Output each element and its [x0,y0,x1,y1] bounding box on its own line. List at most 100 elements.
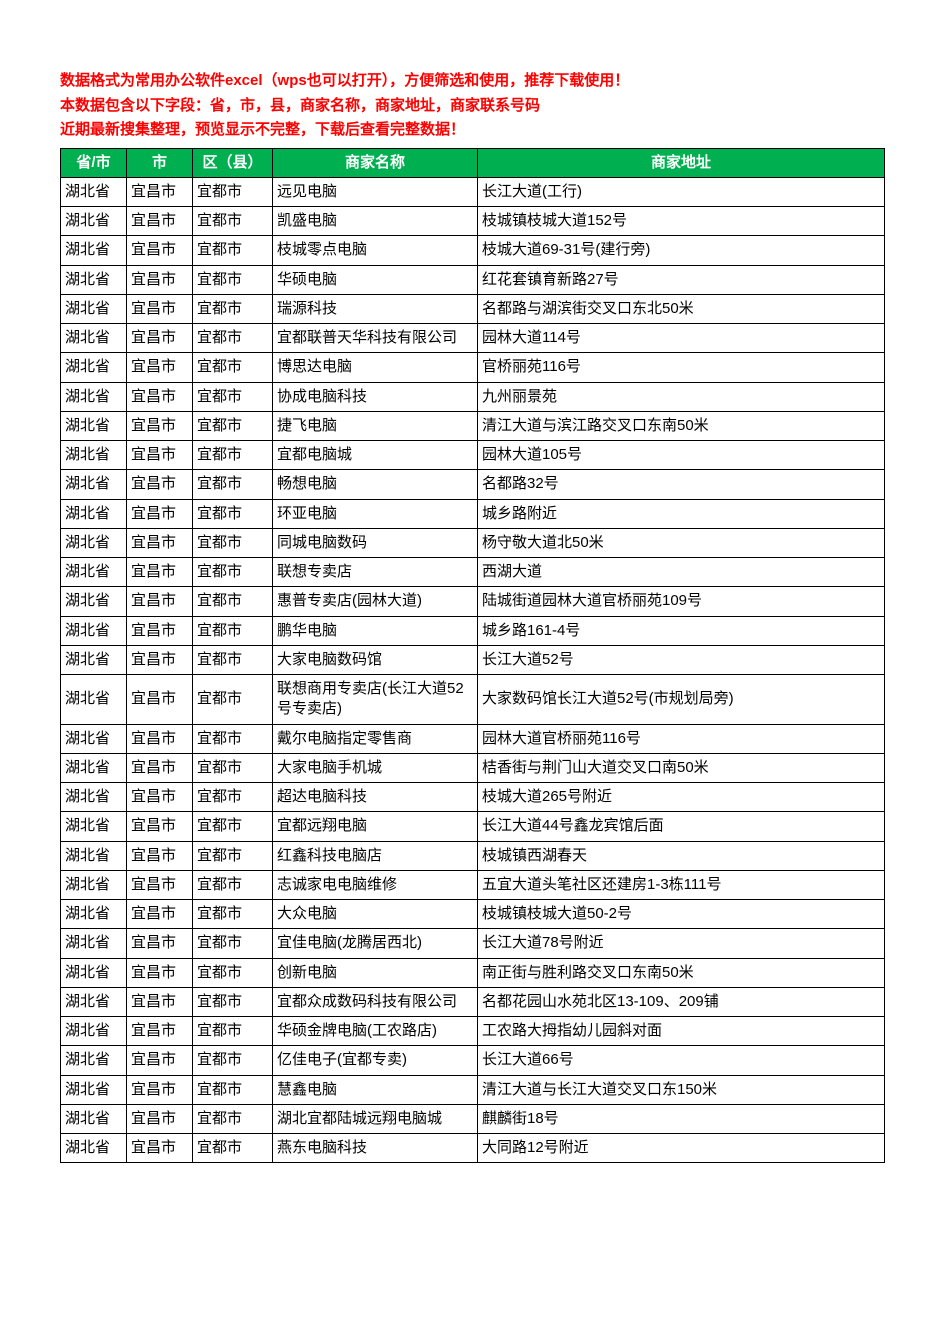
table-cell: 大家电脑数码馆 [273,645,478,674]
table-cell: 华硕电脑 [273,265,478,294]
table-cell: 宜都市 [193,724,273,753]
table-cell: 宜昌市 [127,1075,193,1104]
table-cell: 湖北省 [61,724,127,753]
table-cell: 创新电脑 [273,958,478,987]
table-cell: 超达电脑科技 [273,783,478,812]
table-cell: 宜昌市 [127,411,193,440]
table-row: 湖北省宜昌市宜都市慧鑫电脑清江大道与长江大道交叉口东150米 [61,1075,885,1104]
column-header-1: 市 [127,148,193,177]
table-row: 湖北省宜昌市宜都市宜都远翔电脑长江大道44号鑫龙宾馆后面 [61,812,885,841]
table-cell: 宜昌市 [127,587,193,616]
table-cell: 戴尔电脑指定零售商 [273,724,478,753]
table-cell: 宜都市 [193,236,273,265]
table-cell: 宜都市 [193,382,273,411]
table-cell: 宜昌市 [127,353,193,382]
table-body: 湖北省宜昌市宜都市远见电脑长江大道(工行)湖北省宜昌市宜都市凯盛电脑枝城镇枝城大… [61,177,885,1163]
table-row: 湖北省宜昌市宜都市宜都联普天华科技有限公司园林大道114号 [61,324,885,353]
table-cell: 长江大道52号 [478,645,885,674]
table-cell: 九州丽景苑 [478,382,885,411]
table-row: 湖北省宜昌市宜都市同城电脑数码杨守敬大道北50米 [61,528,885,557]
table-row: 湖北省宜昌市宜都市博思达电脑官桥丽苑116号 [61,353,885,382]
table-cell: 清江大道与滨江路交叉口东南50米 [478,411,885,440]
table-cell: 大众电脑 [273,900,478,929]
table-cell: 宜都市 [193,353,273,382]
table-cell: 宜昌市 [127,870,193,899]
table-cell: 宜昌市 [127,294,193,323]
table-cell: 捷飞电脑 [273,411,478,440]
table-cell: 宜昌市 [127,675,193,725]
table-cell: 湖北省 [61,1075,127,1104]
table-cell: 宜昌市 [127,499,193,528]
table-row: 湖北省宜昌市宜都市创新电脑南正街与胜利路交叉口东南50米 [61,958,885,987]
data-table: 省/市市区（县）商家名称商家地址 湖北省宜昌市宜都市远见电脑长江大道(工行)湖北… [60,148,885,1164]
table-cell: 枝城零点电脑 [273,236,478,265]
table-cell: 湖北省 [61,753,127,782]
table-cell: 湖北省 [61,353,127,382]
table-cell: 长江大道66号 [478,1046,885,1075]
table-cell: 宜都市 [193,675,273,725]
table-cell: 大同路12号附近 [478,1134,885,1163]
table-row: 湖北省宜昌市宜都市鹏华电脑城乡路161-4号 [61,616,885,645]
table-cell: 宜都众成数码科技有限公司 [273,987,478,1016]
table-row: 湖北省宜昌市宜都市大众电脑枝城镇枝城大道50-2号 [61,900,885,929]
table-cell: 大家数码馆长江大道52号(市规划局旁) [478,675,885,725]
table-cell: 华硕金牌电脑(工农路店) [273,1017,478,1046]
table-cell: 宜都市 [193,528,273,557]
table-cell: 宜昌市 [127,236,193,265]
table-cell: 湖北省 [61,783,127,812]
table-cell: 宜都市 [193,294,273,323]
table-row: 湖北省宜昌市宜都市联想商用专卖店(长江大道52号专卖店)大家数码馆长江大道52号… [61,675,885,725]
table-cell: 杨守敬大道北50米 [478,528,885,557]
table-cell: 湖北省 [61,1134,127,1163]
table-cell: 宜都市 [193,958,273,987]
table-cell: 湖北省 [61,1104,127,1133]
column-header-0: 省/市 [61,148,127,177]
table-cell: 宜都市 [193,753,273,782]
table-cell: 长江大道44号鑫龙宾馆后面 [478,812,885,841]
table-row: 湖北省宜昌市宜都市戴尔电脑指定零售商园林大道官桥丽苑116号 [61,724,885,753]
table-cell: 湖北省 [61,441,127,470]
table-row: 湖北省宜昌市宜都市凯盛电脑枝城镇枝城大道152号 [61,207,885,236]
table-cell: 博思达电脑 [273,353,478,382]
table-cell: 宜都市 [193,987,273,1016]
table-cell: 湖北省 [61,870,127,899]
table-cell: 宜昌市 [127,1134,193,1163]
table-cell: 宜都市 [193,1134,273,1163]
table-cell: 宜都市 [193,900,273,929]
table-row: 湖北省宜昌市宜都市湖北宜都陆城远翔电脑城麒麟街18号 [61,1104,885,1133]
table-row: 湖北省宜昌市宜都市亿佳电子(宜都专卖)长江大道66号 [61,1046,885,1075]
table-cell: 湖北省 [61,841,127,870]
table-row: 湖北省宜昌市宜都市宜佳电脑(龙腾居西北)长江大道78号附近 [61,929,885,958]
table-cell: 湖北省 [61,958,127,987]
table-cell: 宜佳电脑(龙腾居西北) [273,929,478,958]
table-cell: 宜昌市 [127,265,193,294]
table-cell: 宜昌市 [127,470,193,499]
table-cell: 名都路32号 [478,470,885,499]
table-cell: 城乡路161-4号 [478,616,885,645]
column-header-4: 商家地址 [478,148,885,177]
table-cell: 宜昌市 [127,987,193,1016]
table-cell: 桔香街与荆门山大道交叉口南50米 [478,753,885,782]
table-cell: 凯盛电脑 [273,207,478,236]
table-cell: 枝城镇西湖春天 [478,841,885,870]
table-cell: 麒麟街18号 [478,1104,885,1133]
table-cell: 湖北省 [61,929,127,958]
table-cell: 宜昌市 [127,724,193,753]
table-cell: 宜都市 [193,812,273,841]
table-cell: 湖北省 [61,675,127,725]
table-cell: 联想商用专卖店(长江大道52号专卖店) [273,675,478,725]
table-cell: 湖北省 [61,499,127,528]
table-cell: 湖北省 [61,987,127,1016]
table-cell: 宜昌市 [127,783,193,812]
table-cell: 长江大道78号附近 [478,929,885,958]
table-cell: 湖北省 [61,558,127,587]
table-cell: 联想专卖店 [273,558,478,587]
table-cell: 宜都电脑城 [273,441,478,470]
table-row: 湖北省宜昌市宜都市志诚家电电脑维修五宜大道头笔社区还建房1-3栋111号 [61,870,885,899]
table-cell: 宜昌市 [127,900,193,929]
table-cell: 宜昌市 [127,645,193,674]
table-cell: 宜昌市 [127,441,193,470]
table-cell: 宜都市 [193,1017,273,1046]
table-cell: 陆城街道园林大道官桥丽苑109号 [478,587,885,616]
column-header-3: 商家名称 [273,148,478,177]
